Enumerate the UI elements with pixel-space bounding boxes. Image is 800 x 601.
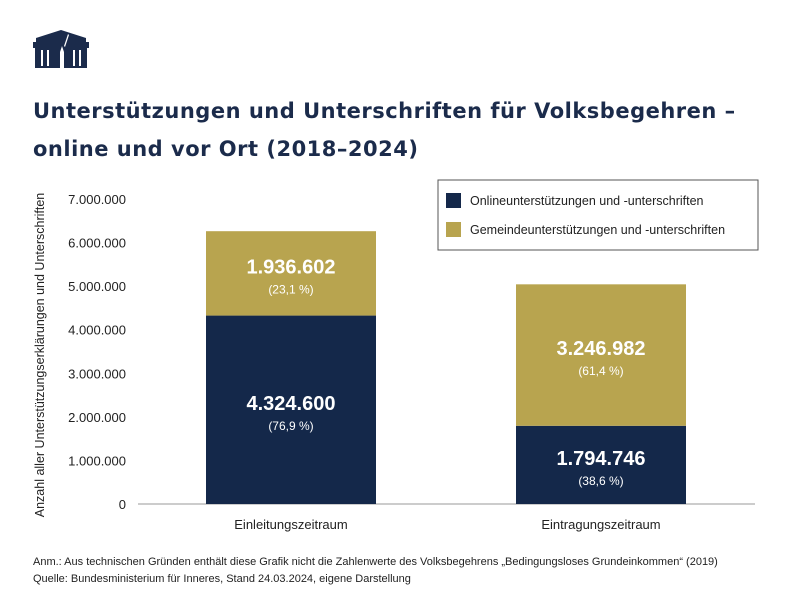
bar-gemeinde bbox=[516, 284, 686, 426]
y-tick-label: 4.000.000 bbox=[68, 323, 126, 338]
bar-gemeinde bbox=[206, 231, 376, 316]
y-tick-label: 7.000.000 bbox=[68, 192, 126, 207]
footnote: Anm.: Aus technischen Gründen enthält di… bbox=[33, 554, 718, 588]
y-tick-label: 5.000.000 bbox=[68, 279, 126, 294]
title-line-2: online und vor Ort (2018–2024) bbox=[33, 137, 419, 161]
y-tick-label: 3.000.000 bbox=[68, 366, 126, 381]
legend-label: Onlineunterstützungen und -unterschrifte… bbox=[470, 194, 704, 208]
legend-label: Gemeindeunterstützungen und -unterschrif… bbox=[470, 223, 725, 237]
data-label: 4.324.600 bbox=[247, 393, 336, 415]
bar-online bbox=[206, 315, 376, 504]
legend-box bbox=[437, 179, 759, 251]
y-tick-label: 6.000.000 bbox=[68, 236, 126, 251]
chart-title: Unterstützungen und Unterschriften für V… bbox=[33, 92, 793, 168]
share-label: (76,9 %) bbox=[268, 419, 313, 433]
data-label: 3.246.982 bbox=[557, 338, 646, 360]
share-label: (61,4 %) bbox=[578, 364, 623, 378]
bar-online bbox=[516, 425, 686, 504]
x-tick-label: Eintragungszeitraum bbox=[541, 517, 660, 532]
data-label: 1.794.746 bbox=[557, 448, 646, 470]
legend-swatch bbox=[446, 222, 461, 237]
share-label: (38,6 %) bbox=[578, 474, 623, 488]
data-label: 1.936.602 bbox=[247, 256, 336, 278]
y-tick-label: 0 bbox=[119, 497, 126, 512]
source-text: Quelle: Bundesministerium für Inneres, S… bbox=[33, 573, 411, 585]
title-line-1: Unterstützungen und Unterschriften für V… bbox=[33, 99, 736, 123]
note-text: Anm.: Aus technischen Gründen enthält di… bbox=[33, 556, 718, 568]
y-tick-label: 1.000.000 bbox=[68, 453, 126, 468]
x-tick-label: Einleitungszeitraum bbox=[234, 517, 347, 532]
parliament-icon bbox=[33, 30, 89, 68]
share-label: (23,1 %) bbox=[268, 282, 313, 296]
legend-swatch bbox=[446, 193, 461, 208]
y-tick-label: 2.000.000 bbox=[68, 410, 126, 425]
